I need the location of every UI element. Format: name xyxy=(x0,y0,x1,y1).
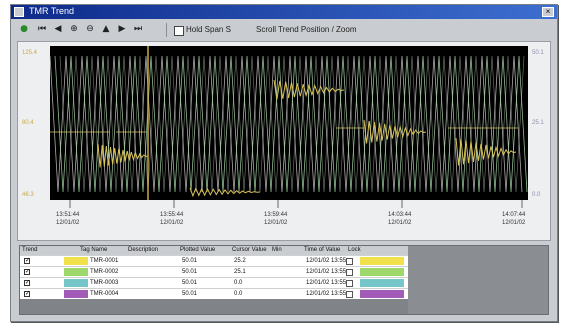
table-row[interactable]: ✓ TMR-0003 50.01 0.0 12/01/02 13:55 xyxy=(20,277,408,288)
app-icon xyxy=(14,7,24,17)
trend-plot-svg[interactable]: 125.4 80.4 46.3 50.1 25.1 0.0 13:51:44 1… xyxy=(18,42,550,240)
burst-group xyxy=(50,79,518,198)
row-visible-checkbox[interactable]: ✓ xyxy=(24,291,31,297)
row-color-bar xyxy=(360,257,404,265)
row-plotted: 50.01 xyxy=(182,269,198,275)
x-tick-date: 12/01/02 xyxy=(56,220,80,226)
row-time: 12/01/02 13:55 xyxy=(306,280,347,286)
yellow-burst xyxy=(363,119,427,144)
row-visible-checkbox[interactable]: ✓ xyxy=(24,258,31,264)
table-row[interactable]: ✓ TMR-0004 50.01 0.0 12/01/02 13:55 xyxy=(20,288,408,299)
step-back-icon[interactable]: ◀ xyxy=(54,24,62,34)
hold-span-checkbox[interactable] xyxy=(174,26,184,36)
row-color-bar xyxy=(360,268,404,276)
row-time: 12/01/02 13:55 xyxy=(306,258,347,264)
hold-span-label: Hold Span S xyxy=(186,25,231,34)
row-tag: TMR-0002 xyxy=(90,269,119,275)
yellow-burst xyxy=(189,186,261,198)
column-header[interactable]: Time of Value xyxy=(304,247,341,253)
zoom-in-icon[interactable]: ⊕ xyxy=(70,24,78,34)
row-time: 12/01/02 13:55 xyxy=(306,269,347,275)
window-title: TMR Trend xyxy=(29,6,75,16)
x-tick-time: 13:59:44 xyxy=(264,212,288,218)
left-tick-bottom: 46.3 xyxy=(22,192,34,198)
grey-waveform xyxy=(49,55,523,193)
grey-waveform-secondary xyxy=(59,55,525,193)
left-tick-top: 125.4 xyxy=(22,50,38,56)
column-header[interactable]: Cursor Value xyxy=(232,247,267,253)
column-header[interactable]: Lock xyxy=(348,247,361,253)
row-visible-checkbox[interactable]: ✓ xyxy=(24,269,31,275)
row-cursor: 0.0 xyxy=(234,291,243,297)
trend-plot-area[interactable]: 125.4 80.4 46.3 50.1 25.1 0.0 13:51:44 1… xyxy=(17,41,551,241)
column-header[interactable]: Plotted Value xyxy=(180,247,216,253)
right-tick-mid: 25.1 xyxy=(532,120,544,126)
toolbar: ● ⏮ ◀ ⊕ ⊖ ▲ ▶ ⏭ Hold Span S Scroll Trend… xyxy=(11,20,557,40)
column-header[interactable]: Trend xyxy=(22,247,38,253)
trend-icon[interactable]: ● xyxy=(20,24,28,34)
table-header: Trend Tag Name Description Plotted Value… xyxy=(20,246,408,255)
row-cursor: 25.1 xyxy=(234,269,246,275)
row-color-bar xyxy=(360,279,404,287)
column-header[interactable]: Min xyxy=(272,247,282,253)
x-tick-date: 12/01/02 xyxy=(264,220,288,226)
table-row[interactable]: ✓ TMR-0002 50.01 25.1 12/01/02 13:55 xyxy=(20,266,408,277)
row-color-swatch xyxy=(64,268,88,276)
status-text: Scroll Trend Position / Zoom xyxy=(256,25,357,34)
row-color-swatch xyxy=(64,290,88,298)
row-tag: TMR-0001 xyxy=(90,258,119,264)
x-tick-date: 12/01/02 xyxy=(160,220,184,226)
table-row[interactable]: ✓ TMR-0001 50.01 25.2 12/01/02 13:55 xyxy=(20,255,408,266)
yellow-burst xyxy=(273,79,345,100)
x-tick-time: 13:51:44 xyxy=(56,212,80,218)
row-lock-checkbox[interactable] xyxy=(346,269,353,276)
right-tick-bottom: 0.0 xyxy=(532,192,541,198)
waveform-group xyxy=(49,55,528,193)
x-tick-time: 13:55:44 xyxy=(160,212,184,218)
row-plotted: 50.01 xyxy=(182,291,198,297)
yellow-burst xyxy=(97,143,149,168)
title-bar: TMR Trend × xyxy=(11,5,557,19)
cursor-up-icon[interactable]: ▲ xyxy=(102,24,110,34)
zoom-out-icon[interactable]: ⊖ xyxy=(86,24,94,34)
x-tick-date: 12/01/02 xyxy=(388,220,412,226)
column-header[interactable]: Tag Name xyxy=(80,247,108,253)
close-button[interactable]: × xyxy=(542,7,554,17)
row-lock-checkbox[interactable] xyxy=(346,291,353,298)
x-tick-time: 14:07:44 xyxy=(502,212,526,218)
row-lock-checkbox[interactable] xyxy=(346,280,353,287)
row-color-swatch xyxy=(64,279,88,287)
green-waveform xyxy=(54,55,528,193)
x-tick-date: 12/01/02 xyxy=(502,220,526,226)
x-tick-time: 14:03:44 xyxy=(388,212,412,218)
right-tick-top: 50.1 xyxy=(532,50,544,56)
row-cursor: 0.0 xyxy=(234,280,243,286)
fast-forward-icon[interactable]: ⏭ xyxy=(133,24,143,34)
row-tag: TMR-0003 xyxy=(90,280,119,286)
play-icon[interactable]: ▶ xyxy=(118,24,126,34)
column-header[interactable]: Description xyxy=(128,247,159,253)
row-color-swatch xyxy=(64,257,88,265)
row-visible-checkbox[interactable]: ✓ xyxy=(24,280,31,286)
row-color-bar xyxy=(360,290,404,298)
row-cursor: 25.2 xyxy=(234,258,246,264)
row-plotted: 50.01 xyxy=(182,258,198,264)
toolbar-separator xyxy=(166,23,167,37)
yellow-burst xyxy=(455,137,517,166)
left-tick-mid: 80.4 xyxy=(22,120,34,126)
rewind-icon[interactable]: ⏮ xyxy=(37,24,47,34)
row-plotted: 50.01 xyxy=(182,280,198,286)
table-empty-area xyxy=(408,246,548,314)
row-lock-checkbox[interactable] xyxy=(346,258,353,265)
row-tag: TMR-0004 xyxy=(90,291,119,297)
row-time: 12/01/02 13:55 xyxy=(306,291,347,297)
trend-legend-table: Trend Tag Name Description Plotted Value… xyxy=(19,245,549,315)
trend-window: TMR Trend × ● ⏮ ◀ ⊕ ⊖ ▲ ▶ ⏭ Hold Span S … xyxy=(10,4,558,322)
